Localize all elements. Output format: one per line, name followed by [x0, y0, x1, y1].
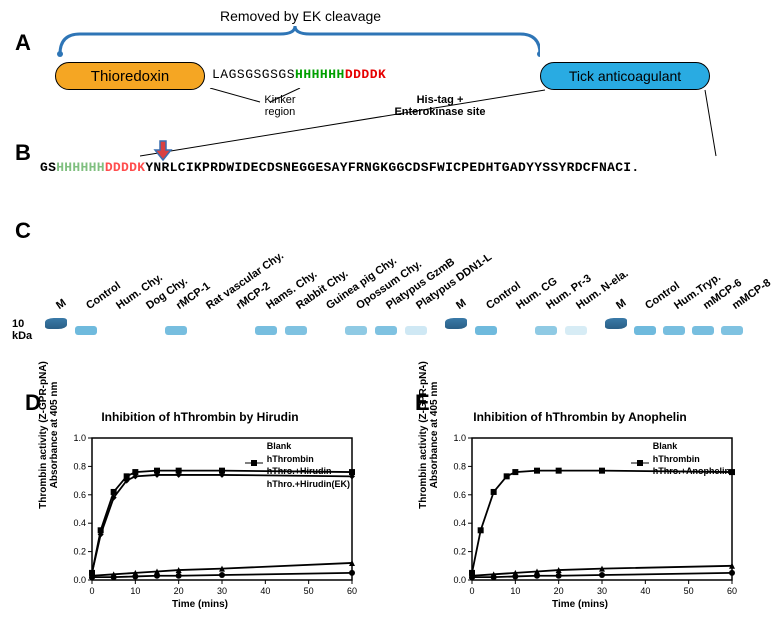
kda-label: 10 kDa: [12, 318, 32, 342]
svg-text:10: 10: [510, 586, 520, 596]
removed-label: Removed by EK cleavage: [220, 8, 381, 24]
gel-band: [663, 326, 685, 335]
gel-band: [721, 326, 743, 335]
cleavage-arrow-icon: [153, 140, 173, 162]
linker-his-ek-seq: LAGSGSGSGSHHHHHHDDDDK: [212, 67, 386, 82]
seq-rest: YNRLCIKPRDWIDECDSNEGGESAYFRNGKGGCDSFWICP…: [145, 160, 639, 175]
gel-band: [535, 326, 557, 335]
svg-text:0.8: 0.8: [73, 461, 86, 471]
ek-seq: DDDDK: [345, 67, 387, 82]
svg-text:30: 30: [217, 586, 227, 596]
protein-sequence: GSHHHHHHDDDDKYNRLCIKPRDWIDECDSNEGGESAYFR…: [40, 160, 640, 175]
gel-marker-band: [445, 318, 467, 329]
tick-seq-connector: [140, 88, 730, 163]
gel-bands: [45, 300, 755, 380]
svg-text:0.0: 0.0: [73, 575, 86, 585]
svg-text:0.2: 0.2: [453, 547, 466, 557]
thioredoxin-box: Thioredoxin: [55, 62, 205, 90]
chart-e-title: Inhibition of hThrombin by Anophelin: [420, 410, 740, 424]
svg-text:40: 40: [260, 586, 270, 596]
svg-text:0.6: 0.6: [73, 490, 86, 500]
gel-band: [405, 326, 427, 335]
gel-marker-band: [605, 318, 627, 329]
his-seq: HHHHHH: [295, 67, 345, 82]
svg-text:0: 0: [469, 586, 474, 596]
chart-plot: 0 10 20 30 40 50 60 0.0 0.2 0.4 0.6 0.8 1.0: [420, 428, 740, 608]
svg-text:60: 60: [347, 586, 357, 596]
seq-ek: DDDDK: [105, 160, 146, 175]
gel-band: [692, 326, 714, 335]
gel-band: [75, 326, 97, 335]
seq-gs: GS: [40, 160, 56, 175]
gel-band: [375, 326, 397, 335]
panel-b-label: B: [15, 140, 31, 166]
linker-seq: LAGSGSGSGS: [212, 67, 295, 82]
svg-text:60: 60: [727, 586, 737, 596]
chart-plot: 0 10 20 30 40 50 60 0.0 0.2 0.4 0.6 0.8 1.0: [40, 428, 360, 608]
gel-band: [255, 326, 277, 335]
chart-d: Inhibition of hThrombin by Hirudin Throm…: [40, 410, 360, 610]
gel-band: [565, 326, 587, 335]
svg-text:50: 50: [304, 586, 314, 596]
gel-band: [475, 326, 497, 335]
svg-text:40: 40: [640, 586, 650, 596]
chart-d-title: Inhibition of hThrombin by Hirudin: [40, 410, 360, 424]
svg-text:0.6: 0.6: [453, 490, 466, 500]
svg-text:1.0: 1.0: [73, 433, 86, 443]
gel-band: [165, 326, 187, 335]
cleavage-bracket: [50, 24, 540, 62]
svg-text:0.4: 0.4: [453, 518, 466, 528]
svg-text:50: 50: [684, 586, 694, 596]
svg-text:10: 10: [130, 586, 140, 596]
svg-text:0.0: 0.0: [453, 575, 466, 585]
seq-his: HHHHHH: [56, 160, 105, 175]
svg-text:30: 30: [597, 586, 607, 596]
svg-text:0.8: 0.8: [453, 461, 466, 471]
gel-band: [345, 326, 367, 335]
svg-text:0: 0: [89, 586, 94, 596]
gel-band: [634, 326, 656, 335]
svg-text:1.0: 1.0: [453, 433, 466, 443]
gel-band: [285, 326, 307, 335]
svg-text:0.2: 0.2: [73, 547, 86, 557]
svg-text:20: 20: [554, 586, 564, 596]
chart-e: Inhibition of hThrombin by Anophelin Thr…: [420, 410, 740, 610]
tick-anticoagulant-box: Tick anticoagulant: [540, 62, 710, 90]
svg-text:0.4: 0.4: [73, 518, 86, 528]
svg-text:20: 20: [174, 586, 184, 596]
gel-marker-band: [45, 318, 67, 329]
panel-a-label: A: [15, 30, 31, 56]
panel-c-label: C: [15, 218, 31, 244]
